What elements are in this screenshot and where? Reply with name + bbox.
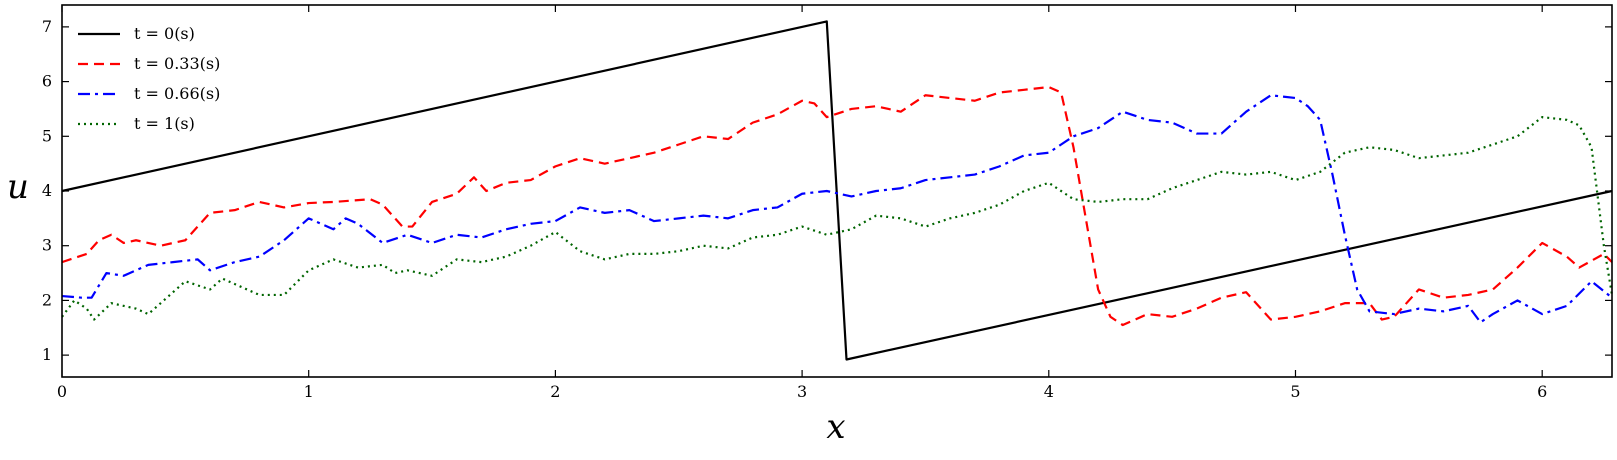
legend-label-1: t = 0(s) — [134, 24, 195, 43]
y-tick-label: 3 — [42, 236, 52, 255]
series-line-4 — [61, 116, 1614, 321]
y-axis-label: u — [7, 167, 29, 207]
x-axis-label: x — [826, 407, 845, 447]
y-tick-label: 5 — [42, 126, 52, 145]
x-tick-label: 1 — [304, 382, 314, 401]
legend: t = 0(s) t = 0.33(s) t = 0.66(s) t = 1(s) — [78, 24, 220, 133]
x-tick-label: 6 — [1537, 382, 1547, 401]
series-line-3 — [61, 94, 1613, 324]
legend-label-3: t = 0.66(s) — [134, 84, 220, 103]
x-tick-label: 5 — [1290, 382, 1300, 401]
x-tick-label: 2 — [550, 382, 560, 401]
x-tick-label: 3 — [797, 382, 807, 401]
legend-label-4: t = 1(s) — [134, 114, 195, 133]
x-tick-label: 4 — [1044, 382, 1054, 401]
series-line-1 — [61, 20, 1613, 361]
y-tick-label: 4 — [42, 181, 52, 200]
x-tick-label: 0 — [57, 382, 67, 401]
y-tick-label: 7 — [42, 17, 52, 36]
y-tick-label: 2 — [42, 290, 52, 309]
y-tick-label: 1 — [42, 345, 52, 364]
series-layer — [61, 20, 1614, 361]
legend-label-2: t = 0.33(s) — [134, 54, 220, 73]
y-tick-label: 6 — [42, 72, 52, 91]
